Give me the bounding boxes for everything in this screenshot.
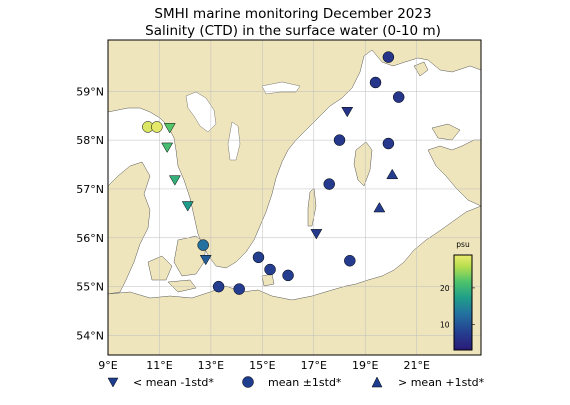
station-marker-circle (233, 283, 245, 295)
station-marker-triangle-down (310, 229, 323, 240)
lake-vattern (227, 121, 241, 161)
station-marker-triangle-down (341, 107, 354, 118)
station-marker-circle (344, 254, 356, 267)
station-marker-circle (369, 76, 382, 89)
legend: < mean -1std* mean ±1std* > mean +1std* (107, 376, 485, 389)
lon-tick-label: 11°E (146, 359, 172, 372)
station-marker-circle (264, 263, 276, 276)
station-marker-circle (382, 51, 395, 63)
lake-vanern (185, 91, 217, 133)
map-frame (107, 39, 482, 356)
legend-marker-triangle-up (371, 376, 383, 388)
lon-tick-label: 15°E (249, 359, 275, 372)
land-estonia-islands (431, 123, 461, 141)
land-lolland (167, 279, 197, 293)
station-marker-triangle-up (386, 168, 399, 180)
station-marker-triangle-down (161, 142, 174, 153)
colorbar: psu 10 20 (440, 240, 475, 351)
lat-tick-label: 56°N (76, 232, 104, 245)
land-jutland (108, 161, 151, 295)
axis-ticks: 9°E 11°E 13°E 15°E 17°E 19°E 21°E 54°N 55°N 56°N 5… (76, 85, 430, 372)
station-marker-circle (323, 178, 335, 190)
title-line-1: SMHI marine monitoring December 2023 (154, 6, 432, 22)
lat-tick-label: 55°N (76, 281, 104, 294)
lon-tick-label: 19°E (352, 359, 378, 372)
land-bornholm (261, 273, 275, 287)
station-marker-triangle-down (168, 175, 181, 186)
lon-tick-label: 9°E (98, 359, 117, 372)
title-line-2: Salinity (CTD) in the surface water (0-1… (145, 23, 441, 39)
station-marker-triangle-down (163, 123, 176, 134)
graticule (107, 40, 481, 355)
land-south-coast (108, 205, 481, 355)
lat-tick-label: 58°N (76, 134, 104, 147)
station-marker-circle (151, 121, 163, 133)
map-title: SMHI marine monitoring December 2023 Sal… (0, 6, 570, 40)
colorbar-ticks: 10 20 (440, 284, 475, 329)
colorbar-ramp (453, 254, 473, 351)
lon-tick-label: 21°E (403, 359, 429, 372)
lake-malaren (261, 81, 301, 95)
stations-layer (142, 51, 405, 295)
legend-marker-circle (242, 376, 254, 388)
station-marker-circle (212, 280, 225, 293)
station-marker-circle (382, 137, 395, 150)
land-layer (108, 40, 481, 355)
station-marker-circle (333, 134, 346, 146)
legend-label-below: < mean -1std* (133, 376, 214, 389)
station-marker-triangle-down (181, 201, 194, 212)
colorbar-tick-label: 10 (440, 320, 450, 329)
land-gotland (353, 141, 373, 187)
legend-label-within: mean ±1std* (268, 376, 342, 389)
station-marker-circle (392, 91, 405, 103)
legend-marker-triangle-down (107, 377, 119, 388)
lon-tick-label: 17°E (301, 359, 327, 372)
land-aland (413, 61, 429, 77)
station-marker-circle (282, 269, 294, 282)
station-marker-triangle-down (199, 255, 212, 266)
station-marker-circle (252, 251, 265, 264)
colorbar-tick-label: 20 (440, 284, 450, 293)
legend-label-above: > mean +1std* (398, 376, 485, 389)
station-marker-triangle-up (373, 202, 386, 213)
colorbar-label: psu (456, 240, 470, 249)
land-baltic-states (427, 139, 481, 207)
lat-tick-label: 54°N (76, 329, 104, 342)
lat-tick-label: 57°N (76, 183, 104, 196)
lon-tick-label: 13°E (198, 359, 224, 372)
lat-tick-label: 59°N (76, 85, 104, 98)
station-marker-circle (197, 239, 209, 251)
